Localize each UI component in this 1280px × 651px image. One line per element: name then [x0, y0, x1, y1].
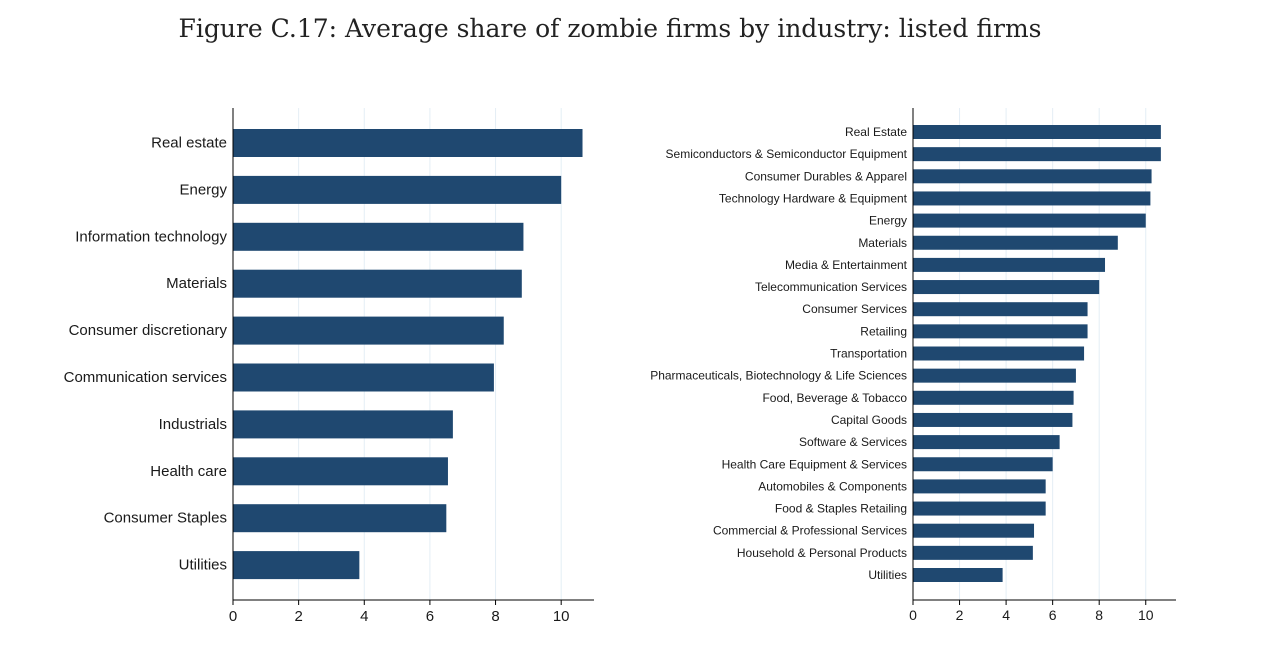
category-label: Real Estate — [845, 125, 907, 139]
category-label: Food & Staples Retailing — [775, 502, 907, 516]
bar — [233, 222, 524, 251]
category-label: Industrials — [159, 416, 227, 433]
category-label: Materials — [858, 236, 907, 250]
bar — [913, 302, 1088, 317]
category-label: Health Care Equipment & Services — [722, 457, 907, 471]
category-label: Retailing — [860, 324, 907, 338]
category-label: Utilities — [179, 557, 227, 574]
x-tick-label: 8 — [491, 608, 499, 625]
bar — [913, 235, 1118, 250]
bar — [913, 257, 1106, 272]
category-label: Consumer Services — [802, 302, 907, 316]
figure-title: Figure C.17: Average share of zombie fir… — [178, 14, 1042, 43]
bar — [233, 551, 360, 580]
bar — [233, 175, 562, 204]
bar — [913, 368, 1076, 383]
x-tick-label: 6 — [1049, 607, 1057, 623]
category-label: Commercial & Professional Services — [713, 524, 907, 538]
bar — [913, 125, 1161, 139]
bar — [233, 457, 448, 486]
category-label: Real estate — [151, 135, 227, 152]
category-label: Food, Beverage & Tobacco — [762, 391, 907, 405]
category-label: Consumer Durables & Apparel — [745, 169, 907, 183]
category-label: Energy — [869, 214, 907, 228]
bar — [913, 435, 1060, 450]
category-label: Telecommunication Services — [755, 280, 907, 294]
x-tick-label: 2 — [294, 608, 302, 625]
bar — [913, 568, 1003, 582]
bar — [913, 324, 1088, 339]
category-label: Pharmaceuticals, Biotechnology & Life Sc… — [650, 369, 907, 383]
chart-by-sector: Real estate Energy Information technology M… — [64, 108, 594, 625]
category-label: Software & Services — [799, 435, 907, 449]
bar — [913, 457, 1053, 472]
bar — [913, 479, 1046, 494]
x-tick-label: 6 — [426, 608, 434, 625]
bar — [913, 280, 1100, 295]
x-tick-label: 10 — [553, 608, 570, 625]
bar — [233, 363, 494, 392]
x-tick-label: 4 — [360, 608, 368, 625]
x-tick-label: 8 — [1095, 607, 1103, 623]
bar — [913, 213, 1146, 228]
bar — [913, 523, 1035, 538]
category-label: Technology Hardware & Equipment — [719, 191, 908, 205]
bar — [233, 410, 453, 439]
category-label: Capital Goods — [831, 413, 907, 427]
category-label: Semiconductors & Semiconductor Equipment — [666, 147, 908, 161]
bar — [913, 545, 1033, 560]
category-label: Transportation — [830, 347, 907, 361]
bar — [913, 390, 1074, 405]
category-label: Communication services — [64, 369, 227, 386]
bar — [233, 316, 504, 345]
chart-by-industry-group: Real Estate Semiconductors & Semiconducto… — [650, 108, 1176, 623]
x-tick-label: 2 — [956, 607, 964, 623]
category-label: Information technology — [75, 228, 227, 245]
x-tick-label: 10 — [1138, 607, 1154, 623]
bar — [913, 169, 1152, 184]
category-label: Health care — [150, 463, 227, 480]
bar — [913, 346, 1085, 361]
category-label: Consumer Staples — [104, 510, 227, 527]
category-label: Media & Entertainment — [785, 258, 908, 272]
bar — [913, 147, 1161, 162]
x-tick-label: 4 — [1002, 607, 1010, 623]
category-label: Utilities — [868, 568, 907, 582]
bar — [913, 412, 1073, 427]
category-label: Materials — [166, 275, 227, 292]
bar — [233, 504, 447, 533]
category-label: Energy — [179, 181, 227, 198]
x-tick-label: 0 — [909, 607, 917, 623]
bar — [913, 501, 1046, 516]
bar — [233, 129, 583, 157]
bar — [233, 269, 522, 298]
x-tick-label: 0 — [229, 608, 237, 625]
category-label: Automobiles & Components — [758, 479, 907, 493]
category-label: Household & Personal Products — [737, 546, 907, 560]
category-label: Consumer discretionary — [69, 322, 228, 339]
bar — [913, 191, 1151, 206]
